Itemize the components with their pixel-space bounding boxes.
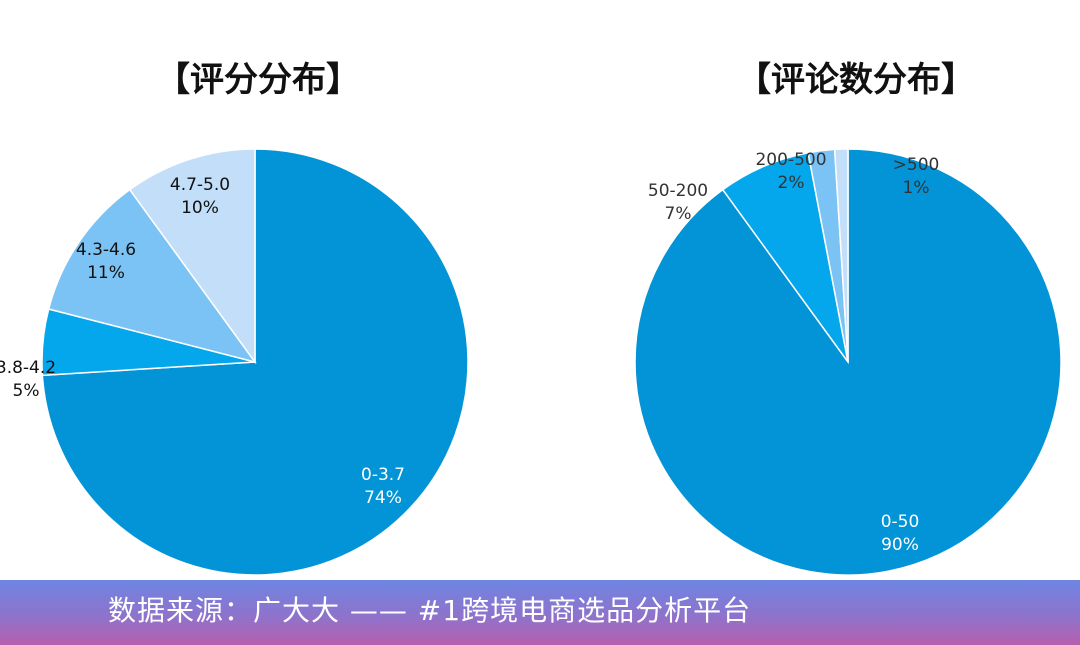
review-slice-label-0: 0-50 <box>881 512 920 532</box>
review-slice-pct-0: 90% <box>881 535 919 555</box>
rating-chart-title: 【评分分布】 <box>156 60 360 100</box>
review-slice-label-2: 200-500 <box>755 150 826 170</box>
rating-slice-pct-1: 5% <box>13 381 40 401</box>
rating-slice-2 <box>47 188 257 364</box>
review-slice-pct-3: 1% <box>903 178 930 198</box>
review-slice-pct-1: 7% <box>665 204 692 224</box>
rating-slice-pct-0: 74% <box>364 488 402 508</box>
rating-slice-label-3: 4.7-5.0 <box>170 175 230 195</box>
rating-slice-3 <box>128 148 256 365</box>
review-slice-label-3: >500 <box>893 155 940 175</box>
source-text: 数据来源：广大大 —— #1跨境电商选品分析平台 <box>108 594 752 627</box>
review-slice-pct-2: 2% <box>778 173 805 193</box>
rating-slice-label-1: 3.8-4.2 <box>0 358 56 378</box>
rating-slice-label-0: 0-3.7 <box>361 465 405 485</box>
rating-slice-label-2: 4.3-4.6 <box>76 240 136 260</box>
pie-charts: 0-3.7 74% 3.8-4.2 5% 4.3-4.6 11% 4.7-5.0 10% 0-5… <box>0 148 1062 576</box>
source-banner: 数据来源：广大大 —— #1跨境电商选品分析平台 <box>0 580 1080 645</box>
review-slice-label-1: 50-200 <box>648 181 708 201</box>
rating-slice-pct-2: 11% <box>87 263 125 283</box>
review-count-chart-title: 【评论数分布】 <box>737 60 975 100</box>
review-slice-3 <box>833 148 849 363</box>
rating-slice-pct-3: 10% <box>181 198 219 218</box>
